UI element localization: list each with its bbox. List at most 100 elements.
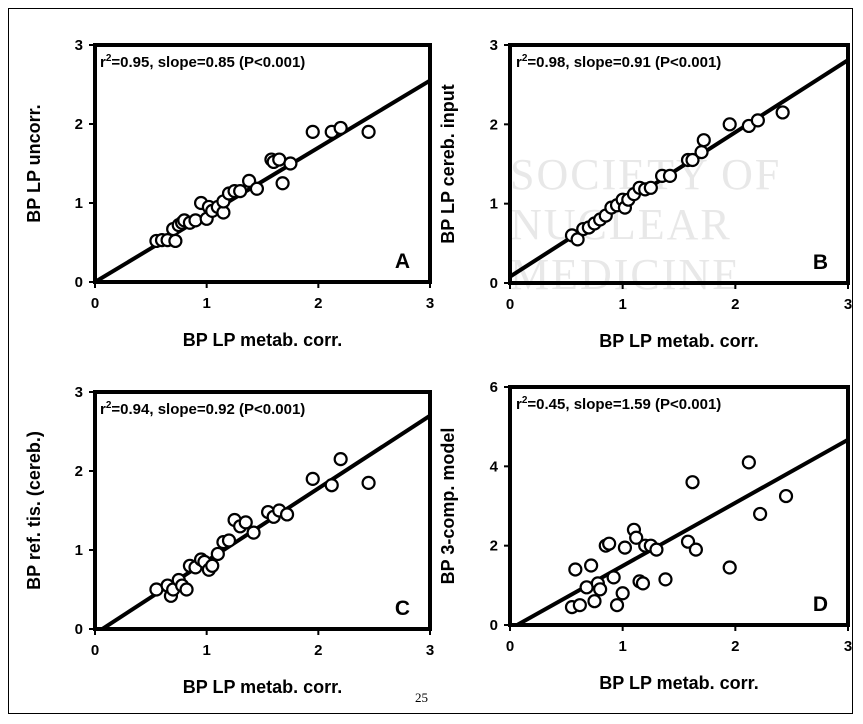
x-tick-label: 3 [426, 295, 434, 312]
data-point [305, 471, 320, 487]
y-axis-label: BP LP cereb. input [438, 84, 458, 243]
scatter-panel-d: 0 1 2 3 0 2 4 6 BP LP metab. corr. BP 3-comp. mod… [438, 379, 852, 693]
y-axis-label: BP ref. tis. (cereb.) [24, 431, 44, 590]
panel-letter: D [813, 593, 828, 616]
x-tick-label: 0 [91, 295, 99, 312]
data-point [694, 145, 709, 160]
data-point [643, 180, 658, 195]
data-point [615, 586, 630, 601]
y-tick-label: 2 [75, 463, 83, 480]
data-point [778, 488, 794, 504]
data-point [572, 598, 587, 613]
panel-letter: C [395, 597, 410, 620]
scatter-panel-a: 0 1 2 3 0 1 2 3 BP LP metab. corr. BP LP uncorr. r… [24, 37, 434, 350]
plot-area [93, 43, 432, 284]
data-point [246, 525, 261, 540]
x-tick-label: 0 [91, 642, 99, 659]
data-point [275, 176, 290, 191]
x-tick-label: 2 [314, 295, 322, 312]
figure-frame [8, 8, 853, 714]
data-point [249, 181, 265, 196]
data-point [662, 168, 678, 183]
data-point [750, 113, 765, 128]
data-point [753, 506, 768, 522]
data-point [658, 572, 673, 587]
data-point [279, 507, 295, 522]
data-point [233, 184, 248, 199]
regression-line [95, 78, 430, 282]
data-point [696, 133, 711, 148]
panel-letter: A [395, 250, 410, 273]
y-tick-label: 1 [75, 542, 83, 559]
x-tick-label: 2 [731, 638, 739, 655]
x-tick-label: 2 [731, 296, 739, 313]
data-point [635, 576, 651, 591]
data-point [722, 117, 737, 132]
x-axis-label: BP LP metab. corr. [599, 673, 758, 693]
y-axis-label: BP 3-comp. model [438, 428, 458, 585]
data-point [602, 536, 617, 551]
data-point [584, 558, 599, 573]
x-tick-label: 3 [844, 638, 852, 655]
data-point [593, 582, 608, 597]
y-tick-label: 2 [490, 538, 498, 555]
data-point [685, 152, 700, 168]
y-tick-label: 0 [490, 617, 498, 634]
x-tick-label: 1 [618, 638, 626, 655]
plot-area [508, 385, 850, 627]
data-point [168, 233, 183, 249]
panel-letter: B [813, 251, 828, 274]
y-axis-label: BP LP uncorr. [24, 104, 44, 222]
x-axis-label: BP LP metab. corr. [599, 331, 758, 351]
data-point [333, 120, 348, 136]
data-point [606, 570, 621, 585]
plot-area [93, 390, 432, 631]
x-tick-label: 1 [202, 642, 210, 659]
data-point [305, 124, 320, 139]
plot-area [508, 43, 850, 285]
data-point [333, 452, 348, 467]
data-point [361, 475, 376, 490]
data-point [722, 560, 737, 575]
data-point [629, 530, 644, 545]
watermark-line-3: MEDICINE [510, 250, 742, 299]
data-point [775, 105, 790, 120]
r2-annotation: r2=0.98, slope=0.91 (P<0.001) [516, 53, 721, 71]
data-point [179, 582, 194, 597]
regression-line [512, 438, 848, 625]
data-point [283, 156, 298, 171]
data-point [221, 533, 237, 548]
data-point [587, 594, 602, 609]
y-tick-label: 4 [490, 458, 499, 475]
data-point [188, 213, 203, 228]
x-tick-label: 3 [844, 296, 852, 313]
x-axis-label: BP LP metab. corr. [183, 677, 342, 697]
r2-annotation: r2=0.95, slope=0.85 (P<0.001) [100, 53, 305, 71]
x-tick-label: 1 [202, 295, 210, 312]
x-tick-label: 0 [506, 638, 514, 655]
x-tick-label: 0 [506, 296, 514, 313]
r2-annotation: r2=0.45, slope=1.59 (P<0.001) [516, 395, 721, 413]
data-point [361, 124, 376, 139]
x-axis-label: BP LP metab. corr. [183, 330, 342, 350]
data-point [238, 515, 253, 530]
y-tick-label: 1 [490, 196, 498, 213]
page-number: 25 [415, 690, 428, 705]
data-point [205, 558, 220, 573]
data-point [609, 598, 625, 613]
data-point [688, 542, 703, 557]
x-tick-label: 2 [314, 642, 322, 659]
y-tick-label: 3 [490, 37, 498, 54]
scatter-panel-c: 0 1 2 3 0 1 2 3 BP LP metab. corr. BP ref. tis. (… [24, 384, 434, 697]
data-point [741, 455, 756, 470]
y-tick-label: 6 [490, 379, 498, 396]
scatter-panel-b: 0 1 2 3 0 1 2 3 BP LP metab. corr. BP LP cereb. i… [438, 37, 852, 351]
data-point [568, 562, 583, 577]
y-tick-label: 1 [75, 195, 83, 212]
regression-line [510, 58, 848, 279]
regression-line [98, 414, 430, 629]
y-tick-label: 0 [490, 275, 498, 292]
data-point [685, 475, 700, 490]
y-tick-label: 0 [75, 274, 83, 291]
x-tick-label: 1 [618, 296, 626, 313]
